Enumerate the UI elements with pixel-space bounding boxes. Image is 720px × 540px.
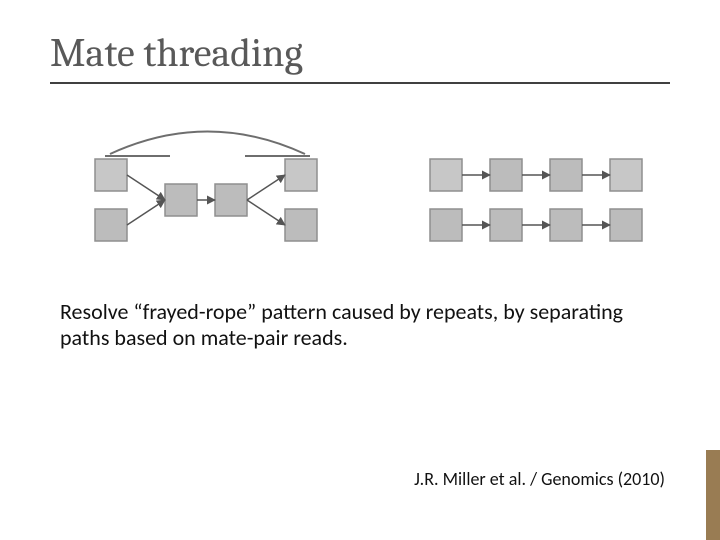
body-text: Resolve “frayed-rope” pattern caused by … bbox=[60, 299, 660, 352]
accent-bar bbox=[706, 450, 720, 540]
diagram-svg bbox=[60, 104, 680, 274]
diagram bbox=[60, 104, 680, 274]
citation: J.R. Miller et al. / Genomics (2010) bbox=[414, 468, 665, 490]
title-rule bbox=[50, 82, 670, 84]
slide: Mate threading Resolve “frayed-rope” pat… bbox=[0, 0, 720, 540]
page-title: Mate threading bbox=[50, 30, 670, 76]
